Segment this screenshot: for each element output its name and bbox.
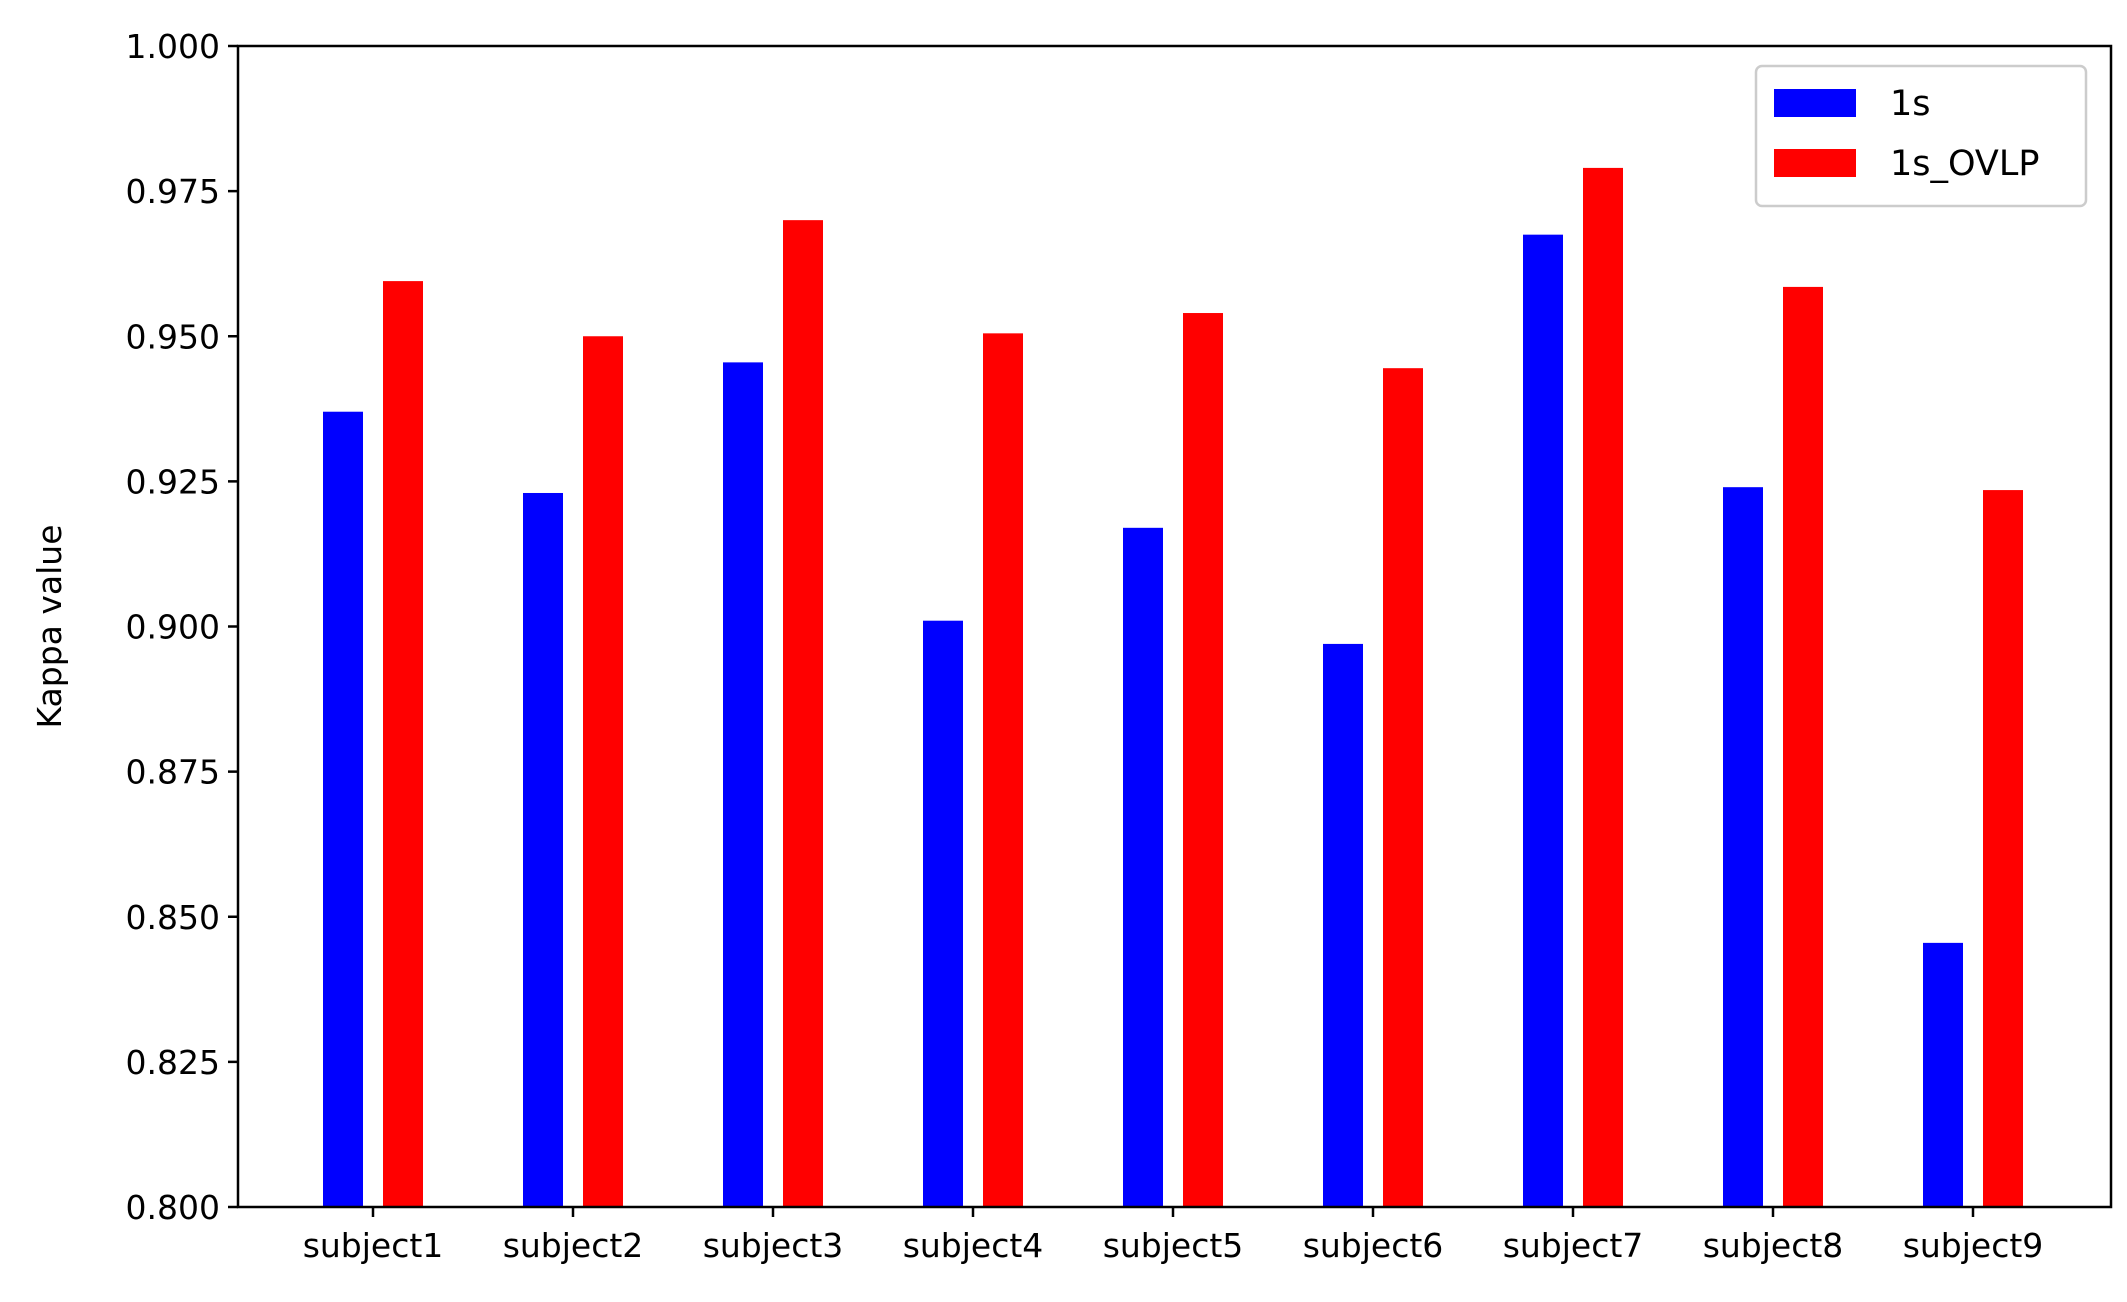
bar-1s-subject7 <box>1523 234 1563 1208</box>
bar-1s-ovlp-subject3 <box>783 220 823 1207</box>
x-tick-label-subject7: subject7 <box>1503 1226 1644 1265</box>
y-tick-label: 0.950 <box>126 317 220 356</box>
bar-1s-subject3 <box>723 362 763 1207</box>
y-tick-label: 1.000 <box>126 27 220 66</box>
y-tick-label: 0.850 <box>126 898 220 937</box>
legend-swatch-1s <box>1774 89 1856 117</box>
bar-1s-subject2 <box>523 492 563 1207</box>
y-tick-label: 0.875 <box>126 753 220 792</box>
y-tick-label: 0.900 <box>126 608 220 647</box>
legend: 1s 1s_OVLP <box>1754 64 2088 208</box>
bar-1s-subject9 <box>1923 942 1963 1207</box>
y-tick-label: 0.825 <box>126 1043 220 1082</box>
bar-1s-ovlp-subject4 <box>983 333 1023 1207</box>
bar-1s-subject4 <box>923 620 963 1207</box>
bar-1s-ovlp-subject1 <box>383 281 423 1207</box>
x-tick-label-subject2: subject2 <box>503 1226 644 1265</box>
y-tick-label: 0.975 <box>126 172 220 211</box>
x-tick-label-subject8: subject8 <box>1703 1226 1844 1265</box>
bar-1s-subject6 <box>1323 643 1363 1207</box>
bar-1s-ovlp-subject7 <box>1583 167 1623 1207</box>
x-tick-label-subject4: subject4 <box>903 1226 1044 1265</box>
bar-1s-subject5 <box>1123 527 1163 1207</box>
x-tick-label-subject3: subject3 <box>703 1226 844 1265</box>
y-axis-label: Kappa value <box>30 524 69 728</box>
x-tick-label-subject6: subject6 <box>1303 1226 1444 1265</box>
axes-layer: 0.800 0.825 0.850 0.875 0.900 0.925 0.950 0.975… <box>126 27 2113 1265</box>
bar-1s-ovlp-subject8 <box>1783 286 1823 1208</box>
legend-label-1s-ovlp: 1s_OVLP <box>1890 144 2040 184</box>
bar-1s-ovlp-subject5 <box>1183 313 1223 1207</box>
y-tick-label: 0.925 <box>126 462 220 501</box>
bar-1s-subject1 <box>323 411 363 1208</box>
bar-1s-subject8 <box>1723 487 1763 1207</box>
bar-1s-ovlp-subject6 <box>1383 368 1423 1207</box>
bars-layer <box>323 167 2023 1208</box>
bar-1s-ovlp-subject2 <box>583 336 623 1207</box>
x-tick-label-subject1: subject1 <box>303 1226 444 1265</box>
plot-frame <box>236 44 2113 1209</box>
bar-1s-ovlp-subject9 <box>1983 490 2023 1207</box>
legend-swatch-1s-ovlp <box>1774 149 1856 177</box>
x-tick-label-subject5: subject5 <box>1103 1226 1244 1265</box>
x-tick-label-subject9: subject9 <box>1903 1226 2044 1265</box>
y-tick-label: 0.800 <box>126 1188 220 1227</box>
legend-label-1s: 1s <box>1890 84 1931 124</box>
